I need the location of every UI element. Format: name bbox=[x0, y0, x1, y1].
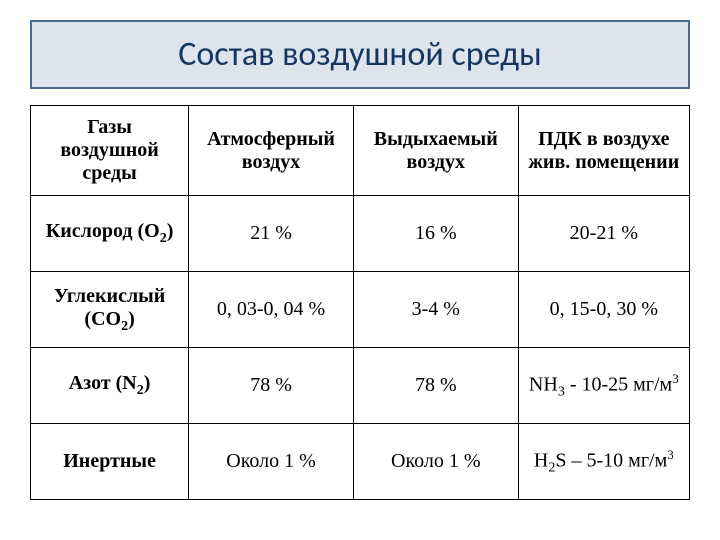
row-label-oxygen: Кислород (О2) bbox=[31, 196, 189, 272]
cell-value: Около 1 % bbox=[189, 424, 354, 500]
cell-value: 21 % bbox=[189, 196, 354, 272]
table-row: Углекислый (CO2) 0, 03-0, 04 % 3-4 % 0, … bbox=[31, 272, 690, 348]
cell-value: NH3 - 10-25 мг/м3 bbox=[518, 348, 689, 424]
table-row: Инертные Около 1 % Около 1 % H2S – 5-10 … bbox=[31, 424, 690, 500]
col-header-exhaled: Выдыхаемый воздух bbox=[353, 106, 518, 196]
cell-value: 0, 03-0, 04 % bbox=[189, 272, 354, 348]
cell-value: 78 % bbox=[189, 348, 354, 424]
row-label-inert: Инертные bbox=[31, 424, 189, 500]
cell-value: 16 % bbox=[353, 196, 518, 272]
cell-value: H2S – 5-10 мг/м3 bbox=[518, 424, 689, 500]
row-label-co2: Углекислый (CO2) bbox=[31, 272, 189, 348]
page-title: Состав воздушной среды bbox=[32, 34, 688, 75]
table-row: Азот (N2) 78 % 78 % NH3 - 10-25 мг/м3 bbox=[31, 348, 690, 424]
cell-value: 20-21 % bbox=[518, 196, 689, 272]
col-header-gases: Газы воздушной среды bbox=[31, 106, 189, 196]
cell-value: 3-4 % bbox=[353, 272, 518, 348]
title-container: Состав воздушной среды bbox=[30, 20, 690, 89]
cell-value: 0, 15-0, 30 % bbox=[518, 272, 689, 348]
row-label-nitrogen: Азот (N2) bbox=[31, 348, 189, 424]
col-header-atmospheric: Атмосферный воздух bbox=[189, 106, 354, 196]
cell-value: 78 % bbox=[353, 348, 518, 424]
col-header-pdk: ПДК в воздухе жив. помещении bbox=[518, 106, 689, 196]
table-row: Кислород (О2) 21 % 16 % 20-21 % bbox=[31, 196, 690, 272]
composition-table: Газы воздушной среды Атмосферный воздух … bbox=[30, 105, 690, 500]
table-header-row: Газы воздушной среды Атмосферный воздух … bbox=[31, 106, 690, 196]
cell-value: Около 1 % bbox=[353, 424, 518, 500]
